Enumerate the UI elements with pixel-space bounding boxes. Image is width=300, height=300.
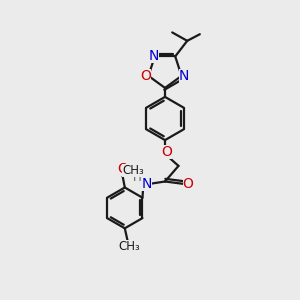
Text: O: O [161,145,172,158]
Text: CH₃: CH₃ [119,240,140,254]
Text: N: N [141,177,152,191]
Text: N: N [179,70,189,83]
Text: CH₃: CH₃ [122,164,144,177]
Text: H: H [133,171,142,184]
Text: O: O [141,69,152,83]
Text: N: N [149,49,159,63]
Text: O: O [117,162,128,176]
Text: O: O [183,177,194,191]
